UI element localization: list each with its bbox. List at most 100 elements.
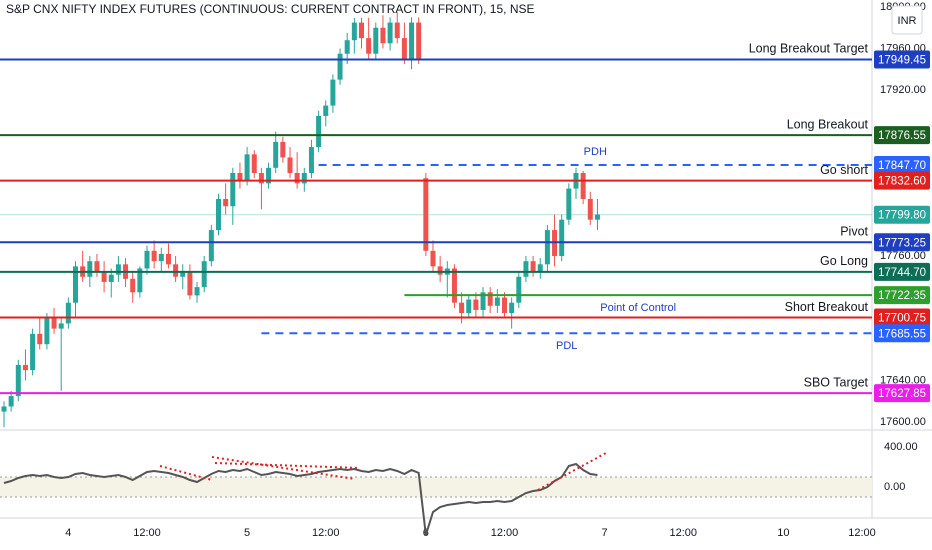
candle-body (22, 364, 28, 371)
candle-body (451, 268, 457, 303)
candle-body (87, 261, 93, 277)
candle-body (530, 261, 536, 272)
candle-body (380, 27, 386, 44)
y-tick-label: 17600.00 (880, 416, 926, 428)
level-name: SBO Target (804, 375, 869, 389)
price-label: 17949.45 (878, 54, 926, 66)
level-name: Long Breakout (787, 117, 869, 131)
price-label: 17627.85 (878, 388, 926, 400)
candle-body (308, 147, 314, 174)
candle-body (165, 253, 171, 265)
trendline (214, 462, 361, 469)
candle-body (1, 406, 7, 412)
level-name: Long Breakout Target (749, 42, 869, 56)
level-name: Short Breakout (785, 300, 869, 314)
candle-body (516, 276, 522, 303)
candle-body (73, 266, 79, 303)
candle-body (537, 264, 543, 272)
currency-box[interactable] (891, 5, 923, 35)
price-label-bg (874, 171, 930, 190)
indicator-line (3, 462, 598, 536)
candle-body (473, 299, 479, 310)
candle-body (287, 157, 293, 174)
candle-body (44, 318, 50, 345)
candle-body (459, 302, 465, 314)
currency[interactable]: INR (898, 15, 917, 27)
candle-body (65, 302, 71, 324)
trendline (211, 456, 356, 480)
candle-body (294, 173, 300, 184)
candle-body (594, 214, 600, 220)
trendline (159, 465, 213, 481)
candle-body (523, 261, 529, 277)
candle-body (580, 173, 586, 199)
price-label: 17832.60 (878, 176, 926, 188)
candle-body (430, 250, 436, 267)
indicator-band (0, 477, 872, 497)
price-label-bg (874, 384, 930, 403)
candle-body (244, 154, 250, 182)
candle-body (409, 22, 415, 59)
price-label: 17799.80 (878, 210, 926, 222)
price-label: 17876.55 (878, 130, 926, 142)
candle-body (487, 292, 493, 306)
price-label-bg (874, 233, 930, 252)
candle-body (501, 297, 507, 314)
level-name: Point of Control (600, 302, 676, 314)
x-tick-label: 12:00 (133, 527, 161, 539)
candle-body (466, 299, 472, 314)
candle-body (387, 22, 393, 44)
x-tick-label: 12:00 (312, 527, 340, 539)
candle-body (266, 167, 272, 184)
candle-body (30, 333, 36, 371)
candle-body (437, 266, 443, 275)
candle-body (8, 396, 14, 407)
x-tick-label: 12:00 (491, 527, 519, 539)
title-bg (0, 0, 372, 18)
level-name: Go Long (820, 254, 868, 268)
candle-body (394, 22, 400, 39)
x-tick-label: 7 (602, 527, 608, 539)
candle-body (101, 271, 107, 282)
level-name: Pivot (840, 225, 868, 239)
candle-body (401, 38, 407, 59)
candle-body (194, 287, 200, 296)
level-name: Go short (820, 163, 868, 177)
candle-body (587, 198, 593, 220)
x-tick-label: 5 (244, 527, 250, 539)
indicator-tick-label: 0.00 (884, 481, 905, 493)
price-label: 17722.35 (878, 290, 926, 302)
candle-body (130, 278, 136, 293)
candle-body (108, 274, 114, 282)
candle-body (201, 261, 207, 288)
candle-body (323, 105, 329, 116)
candle-body (151, 250, 157, 262)
candle-body (137, 268, 143, 293)
price-label-bg (874, 156, 930, 175)
candle-body (559, 219, 565, 257)
candle-body (15, 364, 21, 397)
price-label-bg (874, 286, 930, 305)
price-label: 17773.25 (878, 237, 926, 249)
candle-body (301, 173, 307, 184)
candle-body (173, 264, 179, 277)
candle-body (223, 198, 229, 207)
x-tick-label: 12:00 (669, 527, 697, 539)
candle-body (330, 79, 336, 106)
candle-body (180, 271, 186, 277)
candle-body (337, 53, 343, 80)
price-label-bg (874, 262, 930, 281)
price-label: 17847.70 (878, 160, 926, 172)
candle-body (215, 198, 222, 231)
x-tick-label: 12:00 (848, 527, 876, 539)
candle-body (251, 154, 257, 174)
price-label: 17700.75 (878, 313, 926, 325)
price-label: 17685.55 (878, 328, 926, 340)
candle-body (230, 173, 236, 207)
candle-body (94, 261, 100, 272)
x-tick-label: 10 (777, 527, 789, 539)
x-tick-label: 4 (65, 527, 71, 539)
level-name: PDH (584, 146, 607, 158)
price-label-bg (874, 126, 930, 145)
